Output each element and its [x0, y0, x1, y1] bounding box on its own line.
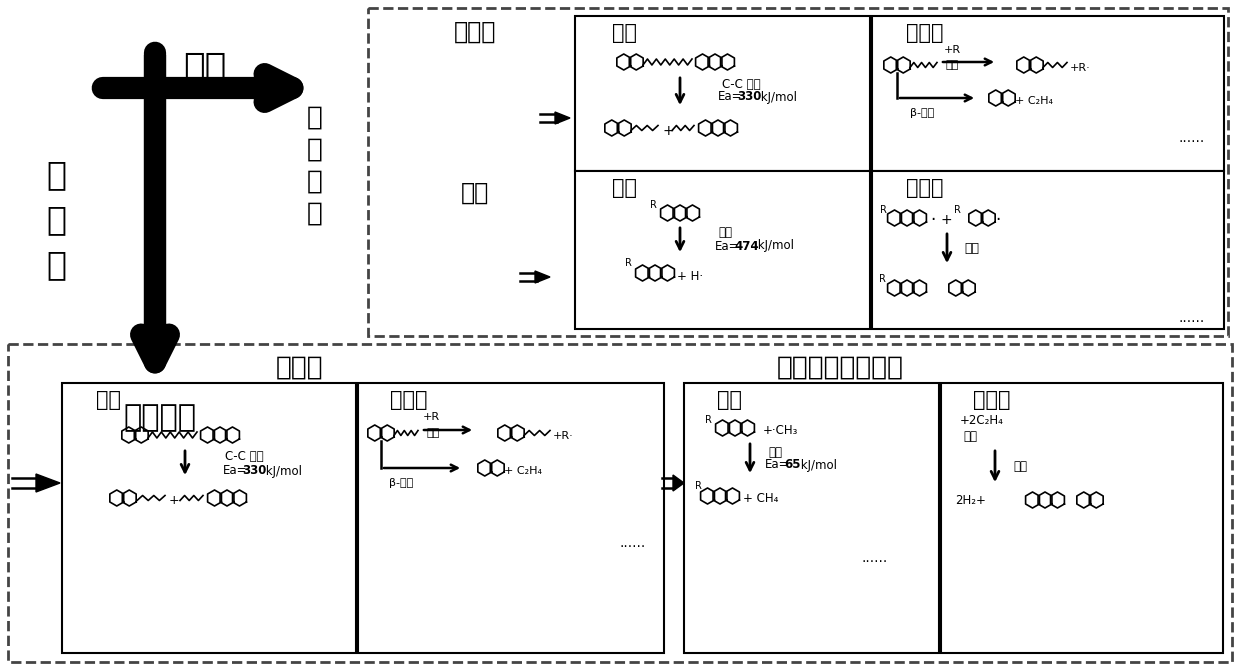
Bar: [7, 344, 1233, 662]
Text: ......: ......: [1179, 131, 1205, 145]
Bar: [358, 383, 663, 653]
Text: ......: ......: [620, 536, 646, 550]
Text: 低: 低: [46, 204, 66, 237]
Text: 2H₂+: 2H₂+: [955, 494, 986, 507]
Bar: [872, 16, 1224, 171]
Text: 夺氢: 夺氢: [945, 60, 959, 70]
Text: ·: ·: [930, 211, 935, 229]
Polygon shape: [534, 271, 551, 283]
Text: R: R: [706, 415, 712, 425]
Text: 引发: 引发: [717, 390, 742, 410]
Text: 脱氢: 脱氢: [718, 226, 732, 239]
Text: 平: 平: [308, 105, 322, 131]
Text: 链增长: 链增长: [973, 390, 1011, 410]
Text: Ea=: Ea=: [765, 458, 790, 472]
Text: C-C 断裂: C-C 断裂: [224, 450, 264, 464]
Bar: [575, 16, 870, 171]
Text: +·CH₃: +·CH₃: [763, 423, 799, 436]
Text: 夺氢: 夺氢: [768, 446, 782, 458]
Text: 加成: 加成: [963, 429, 977, 442]
Text: +: +: [169, 494, 180, 507]
Text: 中: 中: [46, 159, 66, 192]
Text: ......: ......: [862, 551, 888, 565]
Text: 行: 行: [308, 137, 322, 163]
Text: Ea=: Ea=: [223, 464, 248, 478]
Text: + C₂H₄: + C₂H₄: [1016, 96, 1053, 106]
Text: Ea=: Ea=: [715, 239, 739, 253]
Bar: [684, 383, 939, 653]
Text: kJ/mol: kJ/mol: [756, 90, 797, 103]
Text: R: R: [694, 481, 702, 491]
Bar: [62, 383, 356, 653]
Text: 缩合（二次反应）: 缩合（二次反应）: [776, 355, 904, 381]
Text: 结: 结: [308, 169, 322, 195]
Polygon shape: [673, 475, 684, 491]
Text: β-断裂: β-断裂: [389, 478, 413, 488]
Text: 温: 温: [46, 249, 66, 281]
Bar: [872, 171, 1224, 329]
Text: + C₂H₄: + C₂H₄: [503, 466, 542, 476]
Text: 串联结构: 串联结构: [124, 403, 196, 433]
Text: R: R: [879, 274, 885, 284]
Text: +R·: +R·: [1070, 63, 1091, 73]
Text: 链增长: 链增长: [906, 178, 944, 198]
Text: kJ/mol: kJ/mol: [262, 464, 303, 478]
Text: 构: 构: [308, 201, 322, 227]
Text: 链增长: 链增长: [906, 23, 944, 43]
Bar: [575, 171, 870, 329]
Text: R: R: [954, 205, 961, 215]
Text: C-C 断裂: C-C 断裂: [722, 78, 760, 90]
Text: R: R: [880, 205, 887, 215]
Text: +: +: [662, 124, 673, 138]
Text: 引发: 引发: [613, 23, 637, 43]
Text: 引发: 引发: [613, 178, 637, 198]
Text: 330: 330: [737, 90, 761, 103]
Text: +R: +R: [423, 412, 439, 422]
Text: R: R: [650, 200, 657, 210]
Text: 引发: 引发: [95, 390, 122, 410]
Text: 耦合: 耦合: [963, 241, 980, 255]
Polygon shape: [36, 474, 60, 492]
Text: 链增长: 链增长: [391, 390, 428, 410]
Text: 脱烷基: 脱烷基: [454, 20, 496, 44]
Text: 330: 330: [242, 464, 267, 478]
Text: +: +: [940, 213, 951, 227]
Text: +2C₂H₄: +2C₂H₄: [960, 413, 1004, 427]
Text: ......: ......: [1179, 311, 1205, 325]
Text: β-断裂: β-断裂: [910, 108, 934, 118]
Text: + CH₄: + CH₄: [743, 492, 779, 505]
Text: 脱氢: 脱氢: [1013, 460, 1027, 472]
Text: 高温: 高温: [184, 51, 227, 85]
Text: kJ/mol: kJ/mol: [754, 239, 794, 253]
Bar: [368, 8, 1228, 336]
Text: + H·: + H·: [677, 269, 703, 283]
Text: 缩合: 缩合: [461, 181, 489, 205]
Polygon shape: [556, 112, 570, 124]
Text: 脱烷基: 脱烷基: [277, 355, 324, 381]
Text: 65: 65: [784, 458, 801, 472]
Text: kJ/mol: kJ/mol: [797, 458, 837, 472]
Text: 夺氢: 夺氢: [427, 428, 440, 438]
Text: 474: 474: [734, 239, 759, 253]
Text: ·: ·: [994, 211, 1001, 229]
Bar: [941, 383, 1223, 653]
Text: +R·: +R·: [553, 431, 574, 441]
Text: Ea=: Ea=: [718, 90, 743, 103]
Text: R: R: [625, 258, 632, 268]
Text: +R: +R: [944, 45, 961, 55]
